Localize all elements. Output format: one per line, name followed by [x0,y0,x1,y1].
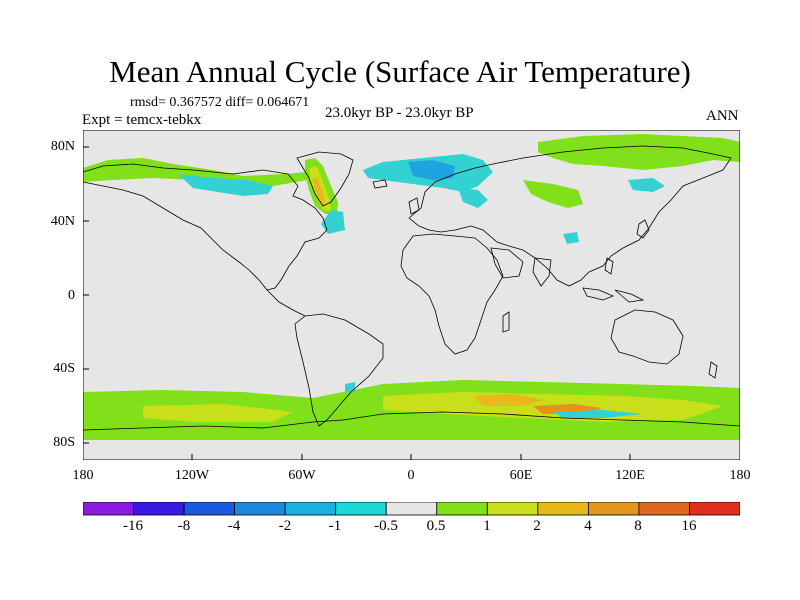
new-guinea-coast [614,289,645,303]
south-america-coast [294,313,384,427]
japan-coast [636,219,650,239]
colorbar-label: 8 [634,518,642,534]
colorbar-label: 4 [584,518,592,534]
anomaly-central-asia [523,180,583,208]
lat-tick-40n: 40N [50,214,75,229]
iceland-coast [372,179,388,189]
colorbar-cell [689,502,740,516]
axis-ticks [83,146,740,460]
colorbar-label: 1 [483,518,491,534]
colorbar-cell [133,502,185,516]
lon-tick-60w: 60W [288,468,316,483]
colorbar-label: 16 [681,518,697,534]
experiment-label: Expt = temcx-tebkx [82,112,202,128]
madagascar-coast [502,311,510,333]
colorbar [83,502,740,516]
colorbar-label: 0.5 [426,518,446,534]
anomaly-east-siberia-cyan [628,178,665,192]
lon-tick-180w: 180 [72,468,94,483]
philippines-coast [604,257,614,275]
colorbar-cell [486,502,539,516]
colorbar-cell [385,502,438,516]
colorbar-label: 2 [533,518,541,534]
anomaly-baltic-cyan [458,188,488,208]
anomaly-antarctic-cyan [553,410,643,418]
colorbar-label: -8 [177,518,191,534]
indonesia-coast [582,287,615,301]
lon-tick-120w: 120W [174,468,210,483]
new-zealand-coast [708,361,718,379]
colorbar-cell [335,502,387,516]
plot-title: Mean Annual Cycle (Surface Air Temperatu… [109,54,691,89]
colorbar-cell [587,502,640,516]
stats-text: rmsd= 0.367572 diff= 0.064671 [130,95,310,110]
colorbar-cell [183,502,236,516]
colorbar-cell [284,502,337,516]
anomaly-norway-sea-blue [408,160,455,180]
colorbar-cell [436,502,488,516]
lon-tick-120e: 120E [615,468,645,483]
colorbar-label: -2 [278,518,292,534]
colorbar-label: -1 [328,518,342,534]
central-america-coast [266,289,306,317]
antarctica-coast [83,411,740,431]
india-coast [532,257,552,287]
colorbar-label: -4 [227,518,241,534]
lat-tick-0: 0 [68,288,75,303]
british-isles-coast [408,197,420,215]
colorbar-cell [537,502,589,516]
lon-tick-180e: 180 [729,468,751,483]
lat-tick-40s: 40S [53,361,75,376]
lat-tick-80n: 80N [50,139,75,154]
colorbar-label: -0.5 [374,518,398,534]
arabia-coast [490,247,524,279]
anomaly-south-atlantic-cyan [345,382,355,392]
eurasia-coast [408,145,732,287]
anomaly-siberia [538,134,740,170]
lon-tick-60e: 60E [509,468,533,483]
colorbar-label: -16 [123,518,143,534]
anomaly-south-atlantic-gold [473,394,543,406]
anomaly-greenland-gold [312,178,325,206]
anomaly-tibet-cyan [563,232,579,244]
colorbar-cell [83,502,134,516]
north-america-coast [83,163,328,291]
anomaly-south-pacific-yellow [143,404,293,422]
lat-tick-80s: 80S [53,435,75,450]
colorbar-cell [234,502,286,516]
africa-coast [400,233,504,355]
season-label: ANN [706,108,739,124]
anomaly-canada-cyan [178,174,273,196]
colorbar-cell [638,502,690,516]
temperature-anomaly-map [83,130,740,460]
greenland-coast [296,151,354,207]
period-label: 23.0kyr BP - 23.0kyr BP [325,105,474,121]
anomaly-labrador-cyan [321,210,345,234]
australia-coast [610,309,684,365]
lon-tick-0: 0 [407,468,415,483]
coastlines [83,145,740,431]
